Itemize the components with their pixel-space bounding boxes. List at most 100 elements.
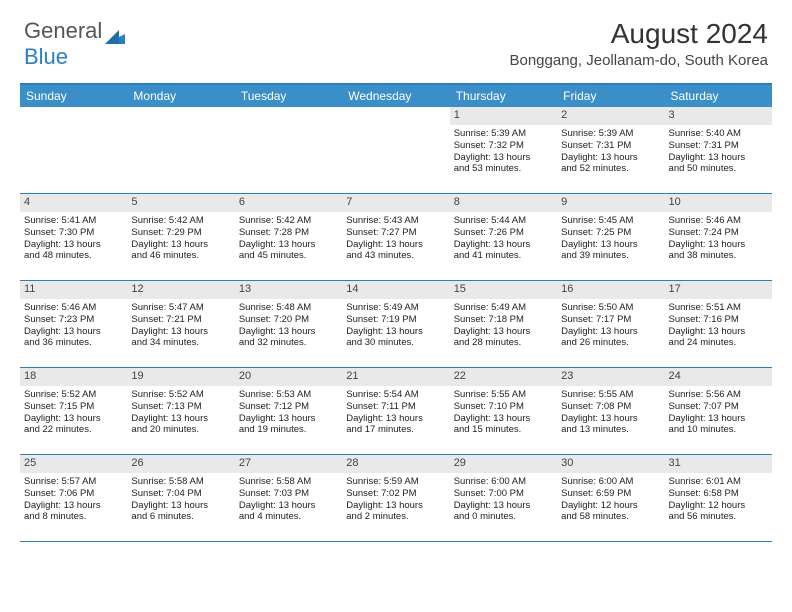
day-info-line: and 24 minutes. <box>669 337 768 349</box>
day-info-line: Sunset: 7:25 PM <box>561 227 660 239</box>
calendar-empty <box>127 107 234 193</box>
page-title: August 2024 <box>509 18 768 50</box>
day-info: Sunrise: 5:55 AMSunset: 7:08 PMDaylight:… <box>557 386 664 441</box>
day-number: 24 <box>665 368 772 386</box>
day-info-line: Sunset: 7:00 PM <box>454 488 553 500</box>
day-info: Sunrise: 6:00 AMSunset: 7:00 PMDaylight:… <box>450 473 557 528</box>
day-info-line: Sunset: 7:06 PM <box>24 488 123 500</box>
day-info-line: Sunset: 7:11 PM <box>346 401 445 413</box>
calendar-week: 4Sunrise: 5:41 AMSunset: 7:30 PMDaylight… <box>20 194 772 281</box>
day-number: 23 <box>557 368 664 386</box>
day-info-line: and 52 minutes. <box>561 163 660 175</box>
day-info-line: and 41 minutes. <box>454 250 553 262</box>
day-info-line: Sunrise: 5:42 AM <box>131 215 230 227</box>
day-info-line: Sunset: 7:20 PM <box>239 314 338 326</box>
day-info-line: Daylight: 13 hours <box>24 500 123 512</box>
day-number: 21 <box>342 368 449 386</box>
weekday-label: Tuesday <box>235 85 342 107</box>
day-info-line: Daylight: 13 hours <box>454 239 553 251</box>
day-info-line: Sunset: 7:04 PM <box>131 488 230 500</box>
day-info-line: Daylight: 13 hours <box>669 152 768 164</box>
day-info: Sunrise: 5:44 AMSunset: 7:26 PMDaylight:… <box>450 212 557 267</box>
day-info-line: Daylight: 13 hours <box>346 326 445 338</box>
day-info-line: Sunrise: 5:52 AM <box>131 389 230 401</box>
day-info: Sunrise: 5:58 AMSunset: 7:03 PMDaylight:… <box>235 473 342 528</box>
calendar-empty <box>235 107 342 193</box>
day-number: 31 <box>665 455 772 473</box>
day-info-line: and 26 minutes. <box>561 337 660 349</box>
day-info-line: Daylight: 13 hours <box>24 413 123 425</box>
day-info-line: Sunrise: 5:58 AM <box>131 476 230 488</box>
day-info-line: and 0 minutes. <box>454 511 553 523</box>
day-info-line: Daylight: 13 hours <box>454 500 553 512</box>
day-info-line: Sunrise: 5:43 AM <box>346 215 445 227</box>
day-info-line: Daylight: 13 hours <box>561 152 660 164</box>
logo-text-1: General <box>24 18 102 44</box>
calendar-day: 19Sunrise: 5:52 AMSunset: 7:13 PMDayligh… <box>127 368 234 454</box>
day-info-line: Daylight: 13 hours <box>346 239 445 251</box>
day-info-line: and 4 minutes. <box>239 511 338 523</box>
calendar-day: 3Sunrise: 5:40 AMSunset: 7:31 PMDaylight… <box>665 107 772 193</box>
day-info: Sunrise: 5:43 AMSunset: 7:27 PMDaylight:… <box>342 212 449 267</box>
day-number: 3 <box>665 107 772 125</box>
calendar-day: 6Sunrise: 5:42 AMSunset: 7:28 PMDaylight… <box>235 194 342 280</box>
calendar-week: 18Sunrise: 5:52 AMSunset: 7:15 PMDayligh… <box>20 368 772 455</box>
calendar-day: 4Sunrise: 5:41 AMSunset: 7:30 PMDaylight… <box>20 194 127 280</box>
location-text: Bonggang, Jeollanam-do, South Korea <box>509 52 768 69</box>
day-info-line: Sunset: 7:12 PM <box>239 401 338 413</box>
calendar-day: 31Sunrise: 6:01 AMSunset: 6:58 PMDayligh… <box>665 455 772 541</box>
day-info-line: Sunrise: 5:39 AM <box>561 128 660 140</box>
day-info-line: Sunrise: 5:46 AM <box>24 302 123 314</box>
day-info-line: Daylight: 13 hours <box>561 326 660 338</box>
day-info-line: Daylight: 13 hours <box>239 239 338 251</box>
logo-icon <box>105 24 125 38</box>
day-info-line: and 39 minutes. <box>561 250 660 262</box>
day-info-line: Sunrise: 5:44 AM <box>454 215 553 227</box>
day-number: 7 <box>342 194 449 212</box>
day-info-line: Daylight: 13 hours <box>669 239 768 251</box>
weekday-label: Friday <box>557 85 664 107</box>
day-number: 9 <box>557 194 664 212</box>
day-info-line: and 28 minutes. <box>454 337 553 349</box>
day-info-line: Sunset: 7:31 PM <box>561 140 660 152</box>
day-info-line: Sunrise: 5:47 AM <box>131 302 230 314</box>
calendar-day: 21Sunrise: 5:54 AMSunset: 7:11 PMDayligh… <box>342 368 449 454</box>
day-info: Sunrise: 5:42 AMSunset: 7:28 PMDaylight:… <box>235 212 342 267</box>
day-info: Sunrise: 5:52 AMSunset: 7:13 PMDaylight:… <box>127 386 234 441</box>
day-info-line: and 43 minutes. <box>346 250 445 262</box>
calendar-day: 24Sunrise: 5:56 AMSunset: 7:07 PMDayligh… <box>665 368 772 454</box>
day-info-line: Sunset: 7:08 PM <box>561 401 660 413</box>
day-info: Sunrise: 5:42 AMSunset: 7:29 PMDaylight:… <box>127 212 234 267</box>
day-info-line: Daylight: 13 hours <box>131 500 230 512</box>
day-info-line: Daylight: 13 hours <box>669 413 768 425</box>
day-info: Sunrise: 5:45 AMSunset: 7:25 PMDaylight:… <box>557 212 664 267</box>
day-number: 16 <box>557 281 664 299</box>
day-info: Sunrise: 5:55 AMSunset: 7:10 PMDaylight:… <box>450 386 557 441</box>
day-info: Sunrise: 5:46 AMSunset: 7:23 PMDaylight:… <box>20 299 127 354</box>
day-info: Sunrise: 5:40 AMSunset: 7:31 PMDaylight:… <box>665 125 772 180</box>
day-info-line: and 56 minutes. <box>669 511 768 523</box>
day-info-line: Sunrise: 5:58 AM <box>239 476 338 488</box>
day-number: 5 <box>127 194 234 212</box>
day-info-line: Sunset: 7:19 PM <box>346 314 445 326</box>
day-info-line: Sunrise: 5:51 AM <box>669 302 768 314</box>
day-info-line: Daylight: 13 hours <box>454 326 553 338</box>
day-info-line: Sunset: 7:31 PM <box>669 140 768 152</box>
calendar-day: 7Sunrise: 5:43 AMSunset: 7:27 PMDaylight… <box>342 194 449 280</box>
day-info: Sunrise: 5:49 AMSunset: 7:19 PMDaylight:… <box>342 299 449 354</box>
day-info: Sunrise: 5:51 AMSunset: 7:16 PMDaylight:… <box>665 299 772 354</box>
day-info-line: Sunset: 7:16 PM <box>669 314 768 326</box>
calendar-day: 16Sunrise: 5:50 AMSunset: 7:17 PMDayligh… <box>557 281 664 367</box>
day-info: Sunrise: 5:50 AMSunset: 7:17 PMDaylight:… <box>557 299 664 354</box>
calendar-day: 10Sunrise: 5:46 AMSunset: 7:24 PMDayligh… <box>665 194 772 280</box>
day-info-line: Daylight: 13 hours <box>561 239 660 251</box>
day-number: 20 <box>235 368 342 386</box>
day-info-line: Sunrise: 5:45 AM <box>561 215 660 227</box>
day-number: 17 <box>665 281 772 299</box>
day-info: Sunrise: 6:01 AMSunset: 6:58 PMDaylight:… <box>665 473 772 528</box>
day-info-line: Sunset: 7:10 PM <box>454 401 553 413</box>
day-info: Sunrise: 5:52 AMSunset: 7:15 PMDaylight:… <box>20 386 127 441</box>
day-info-line: and 46 minutes. <box>131 250 230 262</box>
calendar-day: 2Sunrise: 5:39 AMSunset: 7:31 PMDaylight… <box>557 107 664 193</box>
day-info-line: and 38 minutes. <box>669 250 768 262</box>
